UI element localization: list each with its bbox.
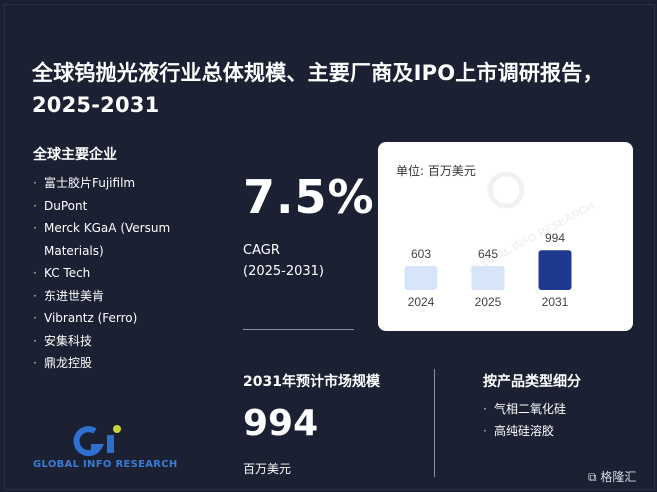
list-item: 气相二氧化硅	[483, 398, 566, 420]
market-unit: 百万美元	[243, 462, 292, 476]
bar-2025	[471, 266, 505, 290]
cagr-label-line2: (2025-2031)	[243, 264, 325, 279]
market-value: 994	[243, 403, 319, 444]
companies-heading: 全球主要企业	[33, 147, 117, 163]
data-label-2025: 645	[478, 247, 498, 261]
list-item: DuPont	[33, 195, 203, 218]
corner-brand: ⧉ 格隆汇	[588, 468, 636, 485]
list-item: 高纯硅溶胶	[483, 420, 566, 442]
vertical-divider	[434, 369, 435, 477]
data-label-2024: 603	[411, 247, 431, 261]
segments-heading: 按产品类型细分	[483, 374, 581, 390]
chart-unit-label: 单位: 百万美元	[396, 164, 476, 178]
cagr-label-line1: CAGR	[243, 243, 280, 258]
brand-icon: ⧉	[588, 470, 601, 484]
page-title: 全球钨抛光液行业总体规模、主要厂商及IPO上市调研报告，2025-2031	[32, 61, 604, 117]
watermark: GLOBAL INFO RESEARCH	[467, 171, 597, 277]
bar-2031	[538, 250, 572, 290]
cagr-label: CAGR (2025-2031)	[243, 240, 324, 282]
list-item: 安集科技	[33, 330, 203, 353]
company-list: 富士胶片Fujifilm DuPont Merck KGaA (Versum M…	[33, 172, 203, 375]
list-item: KC Tech	[33, 262, 203, 285]
bar-chart: GLOBAL INFO RESEARCH 603 2024 645 2025 994 20…	[404, 171, 597, 309]
segment-list: 气相二氧化硅 高纯硅溶胶	[483, 398, 566, 442]
divider	[243, 329, 354, 330]
report-cover: 全球钨抛光液行业总体规模、主要厂商及IPO上市调研报告，2025-2031 全球…	[4, 4, 655, 490]
market-size-chart-card: GLOBAL INFO RESEARCH 603 2024 645 2025 994 20…	[378, 142, 633, 331]
data-label-2031: 994	[545, 231, 565, 245]
bar-2024	[404, 266, 438, 290]
list-item: 东进世美肯	[33, 285, 203, 308]
watermark-text: GLOBAL INFO RESEARCH	[467, 200, 597, 277]
list-item: Merck KGaA (Versum Materials)	[33, 217, 203, 262]
x-tick-2025: 2025	[475, 295, 502, 309]
cagr-value: 7.5%	[243, 170, 375, 224]
list-item: Vibrantz (Ferro)	[33, 307, 203, 330]
logo-text: GLOBAL INFO RESEARCH	[33, 459, 178, 470]
x-tick-2024: 2024	[408, 295, 435, 309]
brand-text: 格隆汇	[600, 470, 637, 484]
market-heading: 2031年预计市场规模	[243, 374, 380, 390]
gir-logo: GLOBAL INFO RESEARCH	[33, 423, 178, 471]
gi-logo-icon	[73, 425, 121, 457]
list-item: 鼎龙控股	[33, 352, 203, 375]
x-tick-2031: 2031	[542, 295, 569, 309]
list-item: 富士胶片Fujifilm	[33, 172, 203, 195]
